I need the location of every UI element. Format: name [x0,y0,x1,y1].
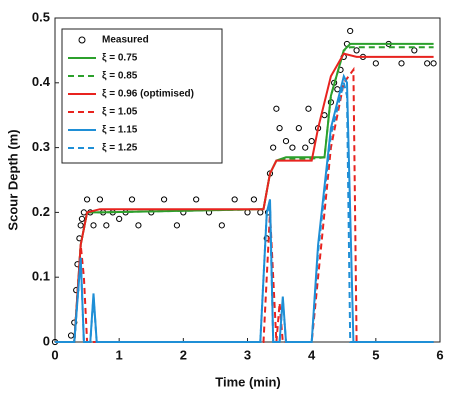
x-tick-label: 5 [372,347,379,362]
measured-point [116,215,123,222]
measured-point [295,125,302,132]
x-tick-label: 4 [308,347,316,362]
y-tick-label: 0.2 [32,204,50,219]
measured-point [77,222,84,229]
measured-point [231,196,238,203]
x-tick-label: 3 [244,347,251,362]
y-tick-label: 0.3 [32,139,50,154]
measured-point [96,196,104,203]
x-tick-label: 2 [180,347,187,362]
measured-point [193,196,200,203]
legend-label: ξ = 0.75 [102,53,138,64]
legend-label: ξ = 1.15 [102,125,138,136]
measured-point [103,222,110,229]
measured-point [90,222,97,229]
measured-point [347,27,354,35]
measured-point [424,60,431,67]
y-axis-label: Scour Depth (m) [5,129,20,230]
measured-point [67,332,75,339]
legend-label: ξ = 1.25 [102,143,138,154]
y-tick-label: 0.4 [32,74,51,89]
legend-marker [78,36,86,44]
measured-point [128,196,136,203]
measured-point [273,105,280,112]
measured-point [305,105,312,112]
measured-point [173,222,181,229]
y-tick-label: 0.1 [32,269,50,284]
measured-point [289,144,296,151]
measured-point [302,144,309,151]
measured-point [218,222,225,229]
x-tick-label: 0 [51,347,58,362]
measured-point [353,47,360,54]
legend-label: ξ = 0.96 (optimised) [102,89,194,100]
measured-point [160,196,168,203]
legend-label: Measured [102,35,149,46]
measured-point [270,144,277,151]
measured-point [78,215,86,222]
y-tick-label: 0 [43,333,50,348]
measured-point [430,60,437,67]
x-tick-label: 1 [116,347,123,362]
measured-point [308,138,315,145]
measured-point [83,196,91,203]
x-tick-label: 6 [436,347,443,362]
legend-label: ξ = 1.05 [102,107,138,118]
measured-point [282,138,290,145]
x-axis-label: Time (min) [215,374,281,389]
measured-point [372,60,379,67]
measured-point [135,222,142,229]
measured-point [398,60,405,67]
measured-point [71,319,78,326]
y-tick-label: 0.5 [32,9,50,24]
legend-box [61,28,223,164]
legend: Measured ξ = 0.75 ξ = 0.85 ξ = 0.96 (optimi… [61,28,223,164]
measured-point [276,125,283,132]
measured-point [250,196,258,203]
legend-label: ξ = 0.85 [102,71,138,82]
series-line [55,82,434,343]
series-line [55,52,434,343]
